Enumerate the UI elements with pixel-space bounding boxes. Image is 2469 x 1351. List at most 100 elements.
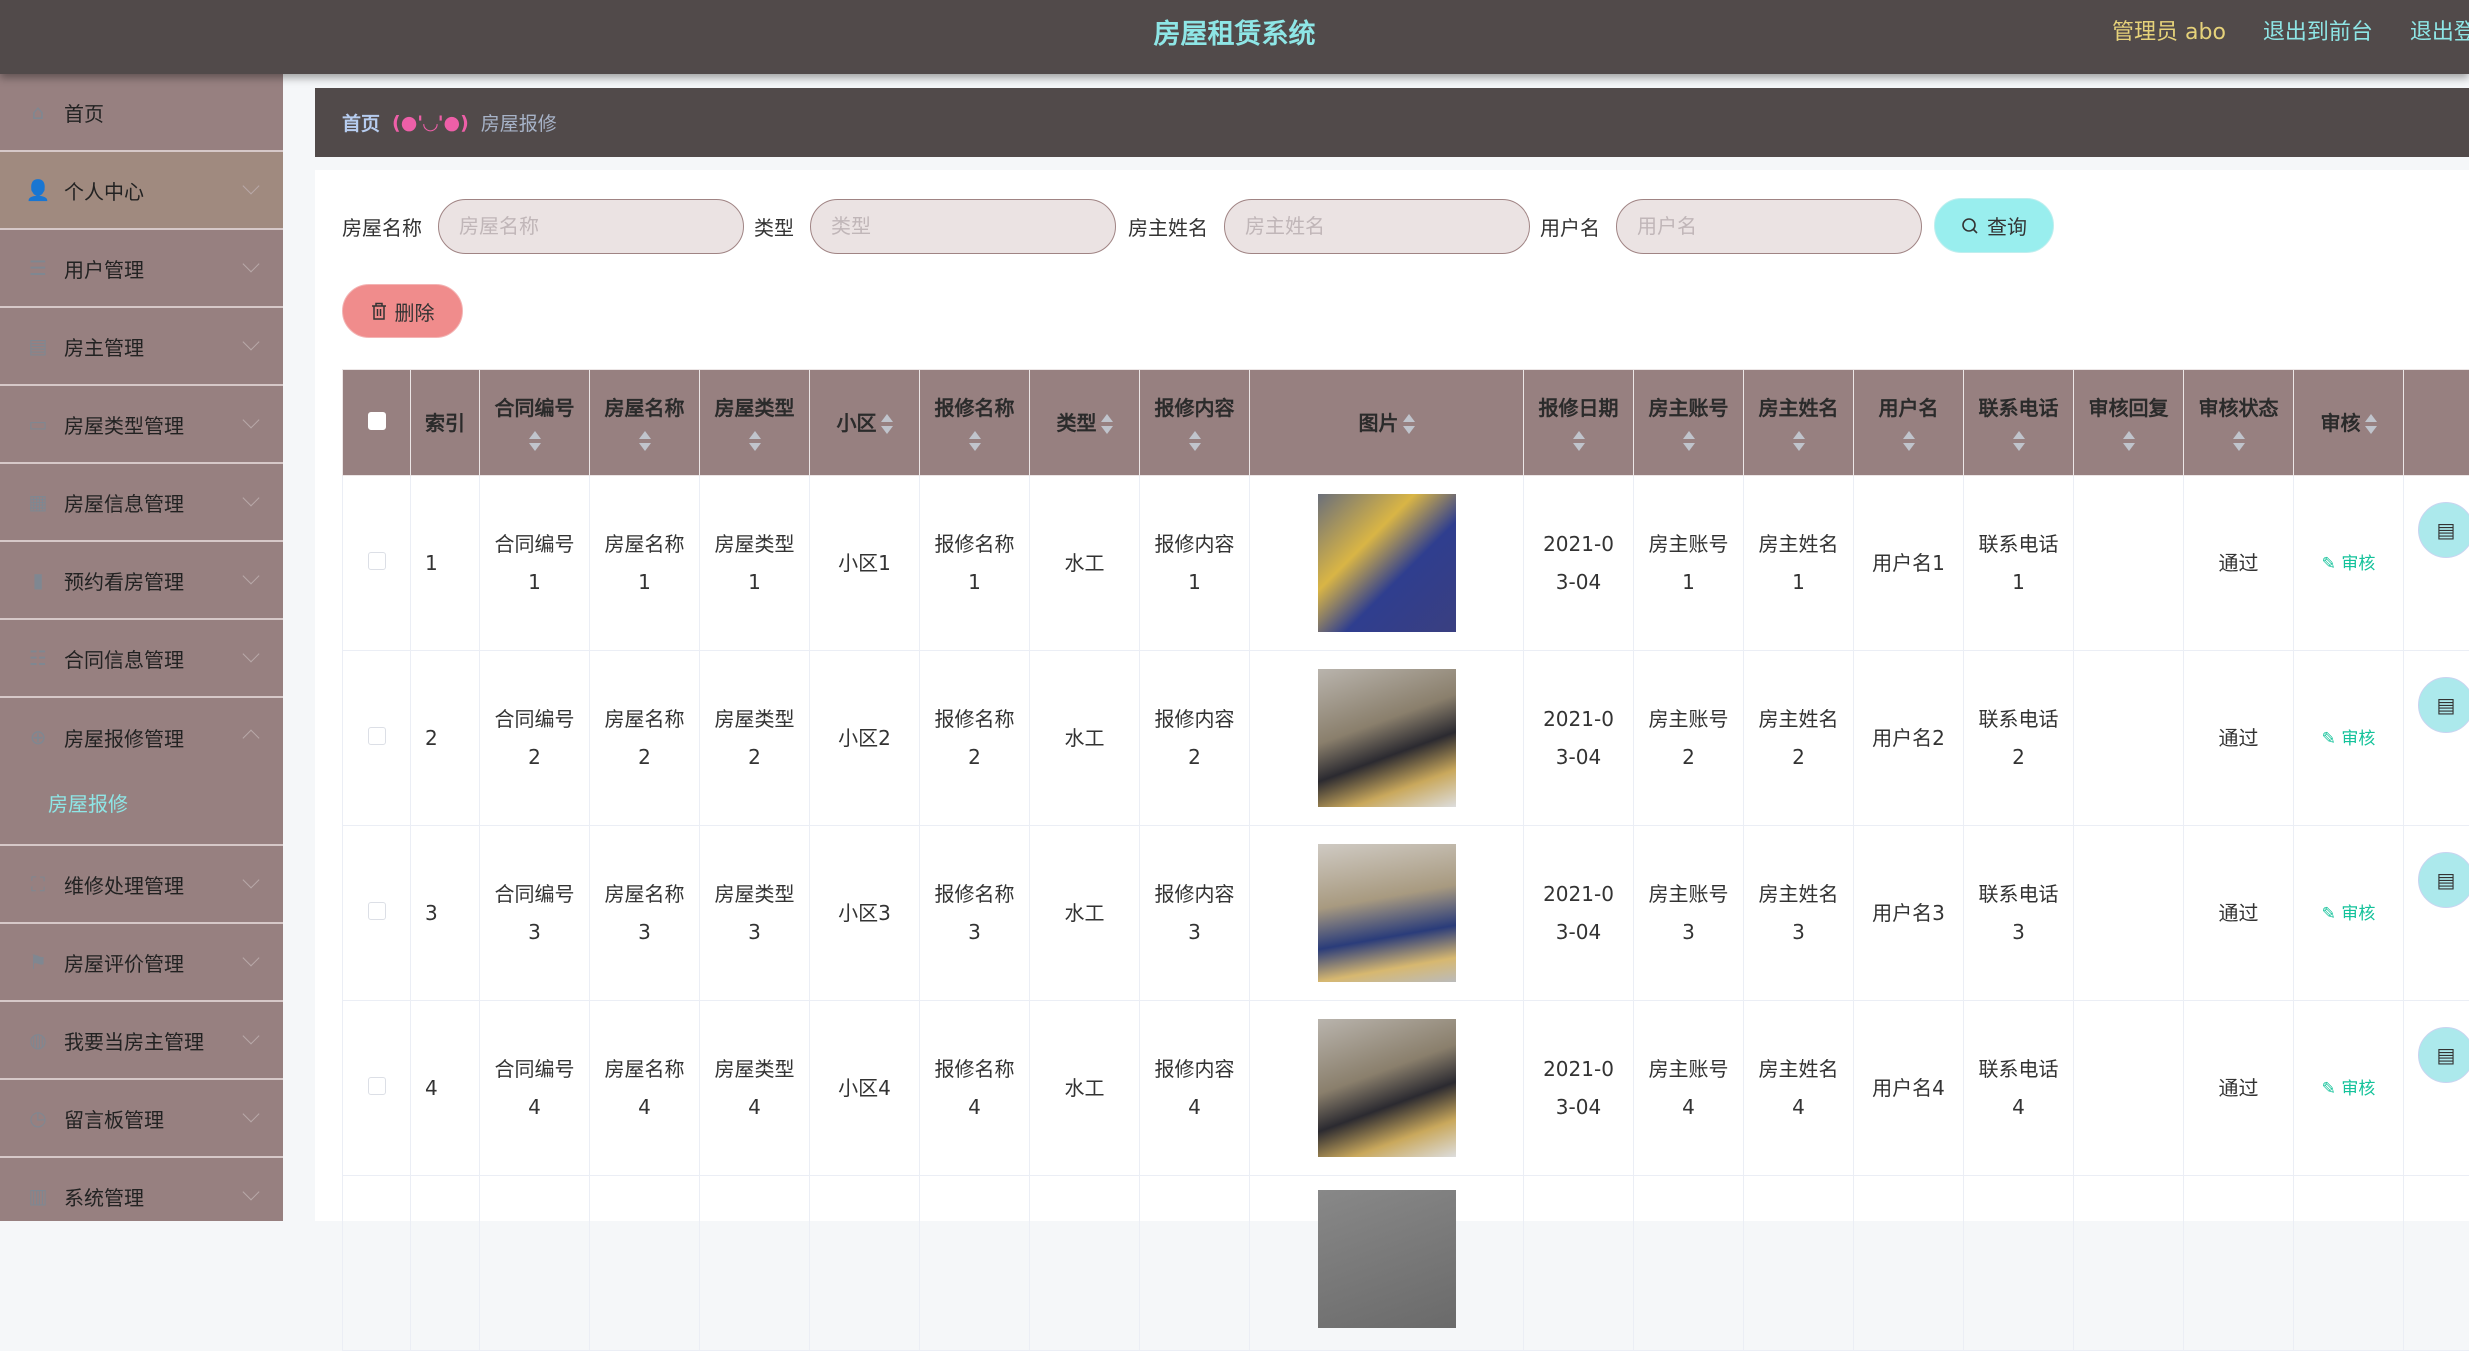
cell-house: 房屋名称3 xyxy=(605,882,685,944)
grid-icon: ▦ xyxy=(26,490,50,514)
sidebar-item[interactable]: ⛶维修处理管理 xyxy=(0,846,283,924)
cell-content: 报修内容4 xyxy=(1155,1057,1235,1119)
cell-phone: 联系电话4 xyxy=(1979,1057,2059,1119)
column-header[interactable]: 房主姓名 xyxy=(1744,370,1854,476)
sort-icon[interactable] xyxy=(488,429,581,453)
sort-icon[interactable] xyxy=(928,429,1021,453)
sort-icon[interactable] xyxy=(2082,429,2175,453)
column-header-label: 房主账号 xyxy=(1649,396,1729,420)
username-label: 用户名 xyxy=(1540,212,1600,241)
sidebar-item[interactable]: ⊕房屋报修管理 xyxy=(0,698,283,776)
column-header[interactable]: 小区 xyxy=(810,370,920,476)
column-header[interactable]: 合同编号 xyxy=(480,370,590,476)
logout-link[interactable]: 退出登录 xyxy=(2410,20,2469,45)
cell-house_type: 房屋类型2 xyxy=(715,707,795,769)
audit-link[interactable]: ✎ 审核 xyxy=(2322,904,2376,924)
type-input[interactable] xyxy=(810,199,1116,254)
cell-contract: 合同编号1 xyxy=(495,532,575,594)
table-cell: 水工 xyxy=(1030,476,1140,651)
breadcrumb-home[interactable]: 首页 xyxy=(342,109,380,136)
sort-icon[interactable] xyxy=(881,412,893,436)
house-name-input[interactable] xyxy=(438,199,744,254)
column-header[interactable]: 房屋类型 xyxy=(700,370,810,476)
table-cell: ▤ xyxy=(2404,1001,2469,1176)
column-header[interactable]: 审核回复 xyxy=(2074,370,2184,476)
username-input[interactable] xyxy=(1616,199,1922,254)
sidebar-item-label: 房屋报修管理 xyxy=(64,723,184,752)
table-cell: 4 xyxy=(411,1001,480,1176)
table-cell: 房屋名称4 xyxy=(590,1001,700,1176)
sort-icon[interactable] xyxy=(598,429,691,453)
column-header[interactable]: 房主账号 xyxy=(1634,370,1744,476)
sidebar-item[interactable]: ▭房屋类型管理 xyxy=(0,386,283,464)
select-all-checkbox[interactable] xyxy=(368,412,386,430)
clock-icon: ◷ xyxy=(26,1106,50,1130)
server-icon: ▥ xyxy=(26,1184,50,1208)
detail-button[interactable]: ▤ xyxy=(2418,852,2469,908)
exit-to-front-link[interactable]: 退出到前台 xyxy=(2263,20,2373,45)
detail-button[interactable]: ▤ xyxy=(2418,677,2469,733)
column-header[interactable]: 审核 xyxy=(2294,370,2404,476)
app-title: 房屋租赁系统 xyxy=(0,0,2469,70)
owner-name-input[interactable] xyxy=(1224,199,1530,254)
sort-icon[interactable] xyxy=(1403,412,1415,436)
sidebar-item[interactable]: ▤房主管理 xyxy=(0,308,283,386)
sort-icon[interactable] xyxy=(1101,412,1113,436)
column-header[interactable]: 报修日期 xyxy=(1524,370,1634,476)
column-header[interactable]: 类型 xyxy=(1030,370,1140,476)
sidebar-item[interactable]: ◍我要当房主管理 xyxy=(0,1002,283,1080)
column-header[interactable]: 图片 xyxy=(1250,370,1524,476)
query-label: 查询 xyxy=(1987,211,2027,240)
detail-button[interactable]: ▤ xyxy=(2418,502,2469,558)
sort-icon[interactable] xyxy=(1972,429,2065,453)
sort-icon[interactable] xyxy=(1148,429,1241,453)
chevron-down-icon xyxy=(243,490,260,507)
sort-icon[interactable] xyxy=(1752,429,1845,453)
row-checkbox[interactable] xyxy=(368,902,386,920)
column-header[interactable]: 房屋名称 xyxy=(590,370,700,476)
column-header[interactable]: 联系电话 xyxy=(1964,370,2074,476)
audit-link[interactable]: ✎ 审核 xyxy=(2322,729,2376,749)
table-cell: 用户名2 xyxy=(1854,651,1964,826)
sidebar-item[interactable]: ▮预约看房管理 xyxy=(0,542,283,620)
query-button[interactable]: 查询 xyxy=(1934,198,2054,253)
column-header: 索引 xyxy=(411,370,480,476)
detail-button[interactable]: ▤ xyxy=(2418,1027,2469,1083)
list-icon: ☰ xyxy=(26,256,50,280)
row-checkbox[interactable] xyxy=(368,552,386,570)
sidebar-item-label: 房主管理 xyxy=(64,332,144,361)
row-checkbox[interactable] xyxy=(368,1077,386,1095)
table-cell: 合同编号3 xyxy=(480,826,590,1001)
column-header[interactable]: 用户名 xyxy=(1854,370,1964,476)
table-cell: ▤ xyxy=(2404,826,2469,1001)
sort-icon[interactable] xyxy=(1862,429,1955,453)
sort-icon[interactable] xyxy=(2365,412,2377,436)
sidebar-item[interactable]: ⌂首页 xyxy=(0,74,283,152)
column-header[interactable]: 审核状态 xyxy=(2184,370,2294,476)
row-checkbox[interactable] xyxy=(368,727,386,745)
table-cell: 联系电话4 xyxy=(1964,1001,2074,1176)
sidebar-item[interactable]: ☷合同信息管理 xyxy=(0,620,283,698)
table-cell: 房屋名称2 xyxy=(590,651,700,826)
sidebar-item[interactable]: 👤个人中心 xyxy=(0,152,283,230)
sort-icon[interactable] xyxy=(1642,429,1735,453)
sidebar-item[interactable]: ▥系统管理 xyxy=(0,1158,283,1221)
column-header xyxy=(2404,370,2469,476)
sidebar-subitem[interactable]: 房屋报修 xyxy=(0,776,283,844)
column-header[interactable]: 报修名称 xyxy=(920,370,1030,476)
column-header[interactable]: 报修内容 xyxy=(1140,370,1250,476)
document-icon: ▤ xyxy=(2437,1036,2456,1074)
sidebar-item[interactable]: ⚑房屋评价管理 xyxy=(0,924,283,1002)
delete-button[interactable]: 删除 xyxy=(342,284,463,338)
sidebar-item[interactable]: ☰用户管理 xyxy=(0,230,283,308)
sort-icon[interactable] xyxy=(1532,429,1625,453)
table-cell: ✎ 审核 xyxy=(2294,651,2404,826)
sort-icon[interactable] xyxy=(708,429,801,453)
sidebar-item[interactable]: ◷留言板管理 xyxy=(0,1080,283,1158)
audit-link[interactable]: ✎ 审核 xyxy=(2322,1079,2376,1099)
fullscreen-icon: ⛶ xyxy=(26,872,50,896)
sidebar-item[interactable]: ▦房屋信息管理 xyxy=(0,464,283,542)
audit-link[interactable]: ✎ 审核 xyxy=(2322,554,2376,574)
sort-icon[interactable] xyxy=(2192,429,2285,453)
